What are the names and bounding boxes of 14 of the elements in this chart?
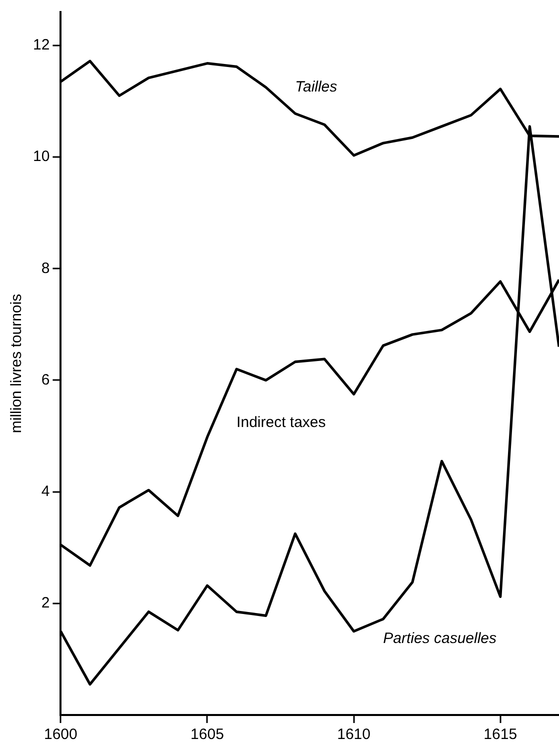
y-tick-label: 10 (32, 148, 50, 166)
x-tick-label: 1605 (190, 726, 224, 744)
series-label: Tailles (295, 78, 338, 96)
y-tick-label: 4 (41, 482, 50, 500)
y-tick-label: 12 (32, 36, 50, 54)
y-tick-label: 6 (41, 371, 50, 388)
y-tick-label: 2 (41, 594, 50, 612)
x-tick-label: 1600 (44, 726, 78, 744)
y-axis-title: million livres tournois (8, 294, 26, 434)
series-label: Parties casuelles (383, 630, 498, 648)
series-label: Indirect taxes (236, 414, 326, 432)
y-tick-label: 8 (41, 260, 50, 277)
x-tick-label: 1615 (484, 726, 518, 744)
x-tick-label: 1610 (337, 726, 370, 744)
